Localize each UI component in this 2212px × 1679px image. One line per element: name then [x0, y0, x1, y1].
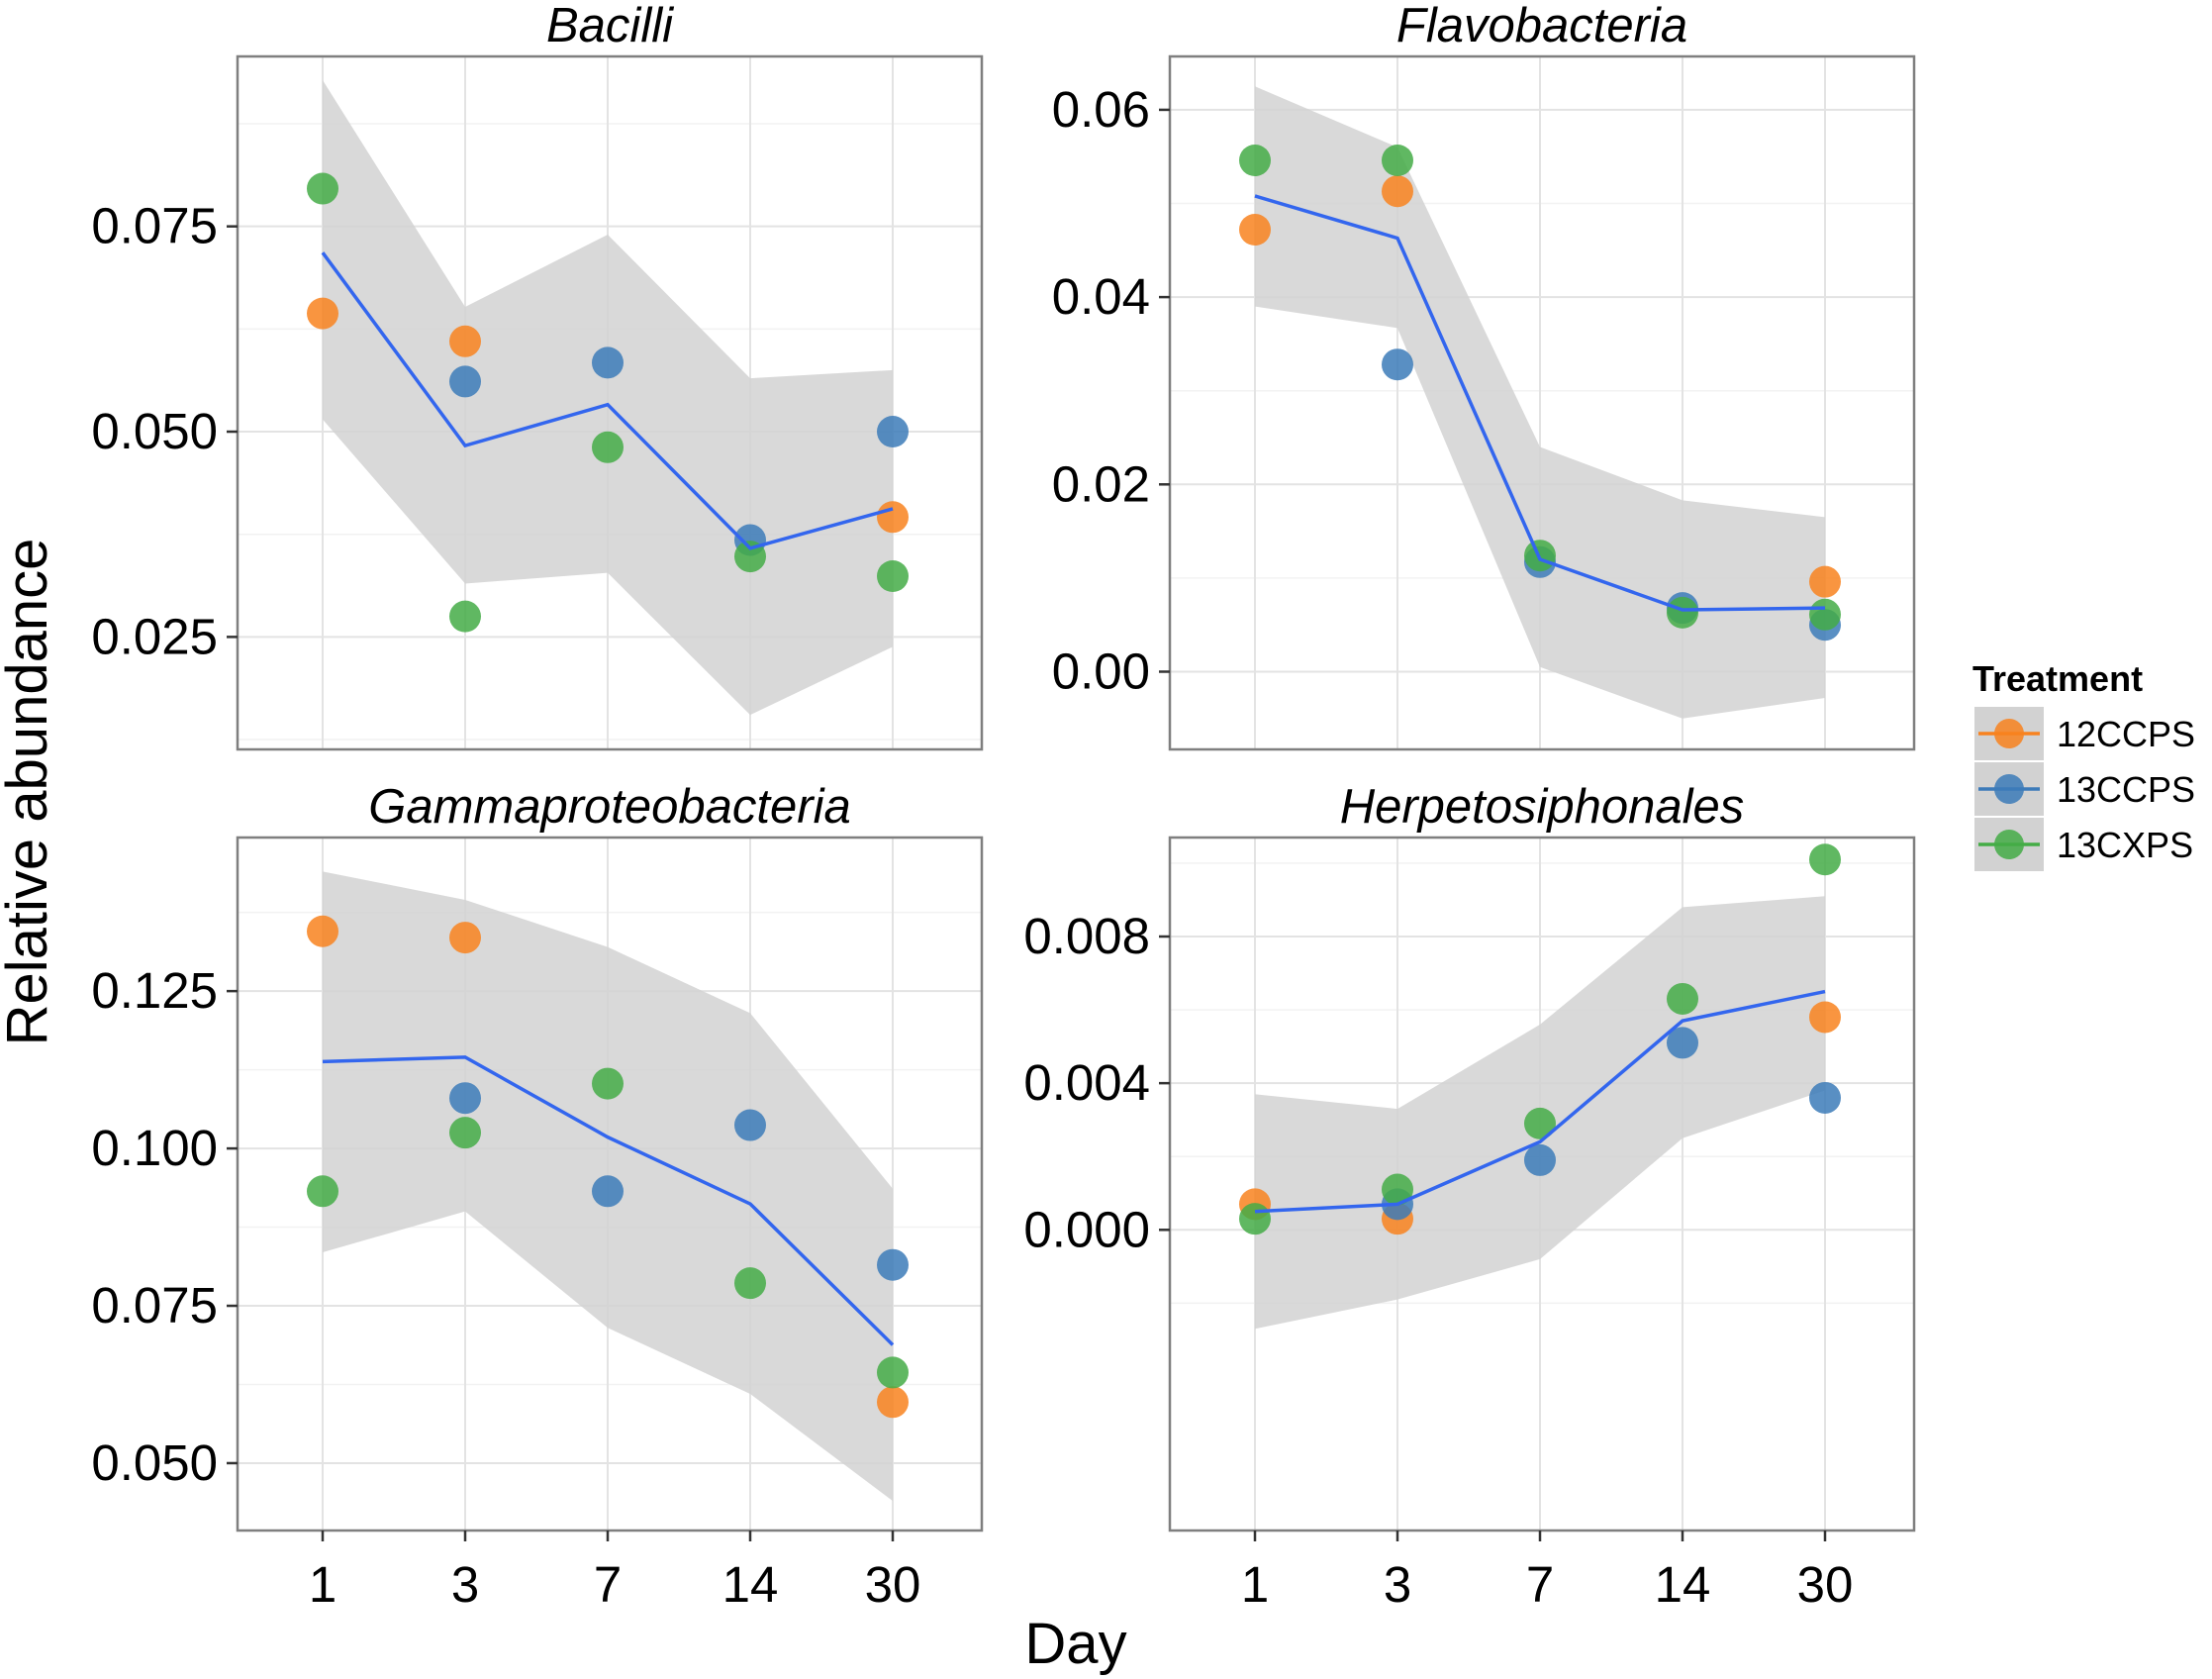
y-tick-label: 0.008	[1023, 908, 1150, 964]
data-point-13cxps	[449, 600, 481, 633]
data-point-12ccps	[1809, 1001, 1841, 1034]
legend-item-13ccps: 13CCPS	[1972, 760, 2195, 818]
y-tick-label: 0.000	[1023, 1201, 1150, 1257]
data-point-13ccps	[1667, 1027, 1698, 1059]
panel-title: Bacilli	[546, 0, 674, 52]
data-point-13cxps	[734, 1267, 766, 1300]
panel-title: Gammaproteobacteria	[368, 780, 851, 834]
data-point-13cxps	[1524, 1107, 1556, 1139]
data-point-12ccps	[449, 325, 481, 357]
data-point-13cxps	[877, 560, 909, 592]
data-point-13cxps	[307, 172, 338, 205]
y-tick-label: 0.050	[91, 403, 218, 459]
legend-label: 13CXPS	[2057, 825, 2193, 865]
legend-item-12ccps: 12CCPS	[1972, 705, 2195, 762]
panels: 0.025 0.050 0.075 Bacilli 0.00 0.02 0.04 0.06 Fl…	[91, 0, 1916, 1613]
data-point-12ccps	[307, 297, 338, 330]
data-point-13ccps	[592, 1175, 624, 1208]
data-point-13ccps	[1524, 1143, 1556, 1176]
data-point-13cxps	[734, 541, 766, 573]
y-tick-label: 0.02	[1052, 455, 1150, 512]
data-point-13ccps	[592, 346, 624, 379]
data-point-12ccps	[1809, 565, 1841, 598]
panel-border	[1168, 836, 1916, 1532]
y-axis-title: Relative abundance	[0, 539, 59, 1046]
data-point-13ccps	[734, 1109, 766, 1141]
x-tick-label: 7	[594, 1556, 622, 1613]
x-tick-label: 14	[722, 1556, 779, 1613]
legend-item-13cxps: 13CXPS	[1972, 816, 2193, 873]
trend-line	[321, 251, 894, 550]
y-tick-label: 0.050	[91, 1434, 218, 1491]
data-point-13cxps	[592, 1067, 624, 1100]
x-tick-label: 30	[865, 1556, 921, 1613]
x-tick-label: 3	[1384, 1556, 1411, 1613]
data-point-13cxps	[1239, 1203, 1271, 1235]
y-tick-label: 0.100	[91, 1120, 218, 1176]
data-point-13cxps	[449, 1117, 481, 1149]
confidence-band	[1255, 86, 1825, 719]
trend-line	[1254, 989, 1826, 1214]
legend-key-point	[1994, 719, 2024, 748]
x-axis-title: Day	[1024, 1612, 1126, 1676]
data-point-13ccps	[877, 1248, 909, 1281]
panel-border	[1168, 54, 1916, 751]
data-point-13ccps	[877, 416, 909, 448]
data-point-13cxps	[1239, 145, 1271, 176]
data-point-13cxps	[1382, 145, 1413, 176]
data-point-13ccps	[449, 1082, 481, 1115]
panel-title: Flavobacteria	[1396, 0, 1687, 52]
y-tick-label: 0.075	[91, 198, 218, 254]
data-point-13cxps	[1382, 1173, 1413, 1206]
data-point-13cxps	[1809, 843, 1841, 876]
data-point-12ccps	[307, 915, 338, 947]
panel-flavobacteria: 0.00 0.02 0.04 0.06 Flavobacteria	[1052, 0, 1916, 751]
legend-label: 12CCPS	[2057, 714, 2195, 754]
y-tick-label: 0.06	[1052, 81, 1150, 138]
panel-border	[236, 836, 984, 1532]
legend-label: 13CCPS	[2057, 769, 2195, 810]
data-point-12ccps	[449, 922, 481, 954]
panel-gammaproteobacteria: 0.050 0.075 0.100 0.125 1 3 7 14 30 Gammaproteoba…	[91, 780, 984, 1613]
panel-title: Herpetosiphonales	[1340, 780, 1745, 834]
data-point-12ccps	[1382, 175, 1413, 208]
legend-key-point	[1994, 774, 2024, 804]
data-point-13ccps	[1382, 348, 1413, 381]
y-tick-label: 0.075	[91, 1277, 218, 1333]
data-point-12ccps	[877, 1386, 909, 1419]
x-tick-label: 3	[451, 1556, 479, 1613]
data-point-13cxps	[1667, 596, 1698, 629]
data-point-13cxps	[307, 1175, 338, 1208]
panel-bacilli: 0.025 0.050 0.075 Bacilli	[91, 0, 984, 751]
data-point-13cxps	[592, 431, 624, 463]
data-point-12ccps	[1239, 214, 1271, 246]
x-tick-label: 1	[1241, 1556, 1269, 1613]
data-point-13cxps	[1667, 982, 1698, 1015]
trend-line	[322, 1055, 895, 1346]
y-tick-label: 0.00	[1052, 642, 1150, 699]
legend: Treatment 12CCPS 13CCPS 13CXPS	[1972, 658, 2195, 873]
y-tick-label: 0.125	[91, 962, 218, 1019]
data-point-13ccps	[449, 365, 481, 398]
x-tick-label: 7	[1526, 1556, 1554, 1613]
y-tick-label: 0.04	[1052, 268, 1150, 325]
data-point-12ccps	[877, 501, 909, 534]
x-tick-label: 1	[309, 1556, 337, 1613]
data-point-13cxps	[1809, 598, 1841, 631]
x-tick-label: 30	[1797, 1556, 1854, 1613]
panel-border	[236, 54, 984, 751]
legend-title: Treatment	[1972, 658, 2143, 699]
data-point-13cxps	[877, 1356, 909, 1389]
y-tick-label: 0.004	[1023, 1054, 1150, 1111]
x-tick-label: 14	[1655, 1556, 1711, 1613]
panel-herpetosiphonales: 0.000 0.004 0.008 1 3 7 14 30 Herpetosiphonales	[1023, 780, 1916, 1613]
data-point-13ccps	[1809, 1081, 1841, 1114]
legend-key-point	[1994, 830, 2024, 859]
y-tick-label: 0.025	[91, 608, 218, 664]
trend-line	[1254, 194, 1826, 612]
